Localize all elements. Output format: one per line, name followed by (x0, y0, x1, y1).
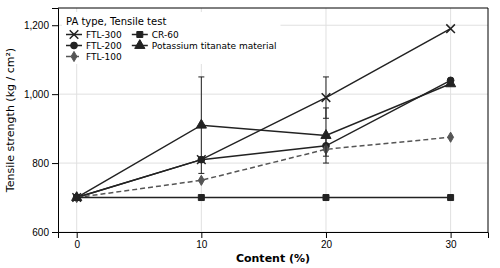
legend-swatch-marker (70, 30, 79, 39)
legend-label: FTL-300 (86, 30, 122, 40)
y-axis: 600 800 1,000 1,200 (24, 9, 59, 238)
legend-item: FTL-100 (66, 51, 122, 62)
chart: 0 10 20 30 600 800 1,000 1,200 PA type, Tensile … (0, 0, 500, 268)
series (73, 77, 454, 201)
x-tick-mark (77, 232, 78, 238)
legend-swatch-marker (135, 40, 145, 49)
error-bar-cap (323, 76, 329, 77)
legend-item: CR-60 (132, 30, 179, 40)
marker (322, 93, 331, 102)
x-tick: 20 (321, 232, 333, 250)
legend-label: Potassium titanate material (152, 41, 277, 51)
legend-label: FTL-200 (86, 41, 122, 51)
legend-item: FTL-200 (66, 41, 122, 51)
error-bar-cap (323, 163, 329, 164)
marker (446, 24, 455, 33)
x-tick-mark (326, 232, 327, 238)
y-tick-mark (52, 25, 58, 26)
y-tick-label: 600 (32, 227, 49, 238)
marker (321, 130, 331, 139)
marker (448, 195, 454, 201)
x-axis-line (59, 233, 489, 239)
marker (196, 119, 206, 128)
grid-line-y (58, 163, 488, 164)
y-tick-label: 1,200 (24, 20, 49, 31)
x-tick: 10 (196, 232, 208, 250)
series (74, 195, 454, 201)
y-axis-title: Tensile strength (kg / cm²) (4, 48, 17, 193)
x-axis: 0 10 20 30 (59, 232, 489, 250)
y-tick-label: 1,000 (24, 89, 49, 100)
legend-swatch-marker (71, 51, 77, 61)
x-tick-mark (451, 232, 452, 238)
x-tick-label: 0 (74, 239, 80, 250)
x-tick: 0 (74, 232, 80, 250)
marker (72, 192, 82, 201)
series (74, 132, 454, 203)
y-tick-mark (52, 94, 58, 95)
marker (448, 132, 454, 142)
legend-title: PA type, Tensile test (66, 16, 166, 27)
legend-background (62, 12, 280, 64)
legend-swatch-marker (71, 42, 78, 49)
y-tick-mark (52, 232, 58, 233)
error-bar-cap (198, 173, 204, 174)
series-line (77, 84, 451, 198)
x-axis-title: Content (%) (236, 252, 310, 265)
y-axis-line (52, 9, 59, 233)
y-tick: 800 (32, 158, 58, 169)
legend-item: FTL-300 (66, 30, 122, 40)
series-line (77, 137, 451, 197)
x-tick-label: 20 (321, 239, 333, 250)
legend-swatch-marker (137, 32, 143, 38)
y-tick-mark (52, 163, 58, 164)
legend-label: FTL-100 (86, 52, 122, 62)
frame-right (488, 8, 489, 232)
x-tick-label: 10 (196, 239, 208, 250)
marker (198, 195, 204, 201)
x-tick-mark (201, 232, 202, 238)
marker (446, 78, 456, 87)
series (72, 77, 456, 201)
legend-label: CR-60 (152, 30, 179, 40)
frame-top (58, 8, 488, 9)
plot: 0 10 20 30 600 800 1,000 1,200 PA type, Tensile … (24, 8, 489, 250)
error-bar-cap (198, 76, 204, 77)
x-tick-label: 30 (446, 239, 458, 250)
y-tick: 600 (32, 227, 58, 238)
error-bar-cap (323, 107, 329, 108)
series-line (77, 197, 451, 199)
marker (198, 175, 204, 185)
marker (323, 195, 329, 201)
grid (58, 8, 488, 232)
y-tick: 1,000 (24, 89, 58, 100)
y-tick: 1,200 (24, 20, 58, 31)
y-tick-label: 800 (32, 158, 49, 169)
legend: PA type, Tensile test FTL-300FTL-200FTL-1… (62, 12, 280, 64)
x-tick: 30 (446, 232, 458, 250)
legend-item: Potassium titanate material (132, 40, 277, 51)
series-line (77, 80, 451, 197)
